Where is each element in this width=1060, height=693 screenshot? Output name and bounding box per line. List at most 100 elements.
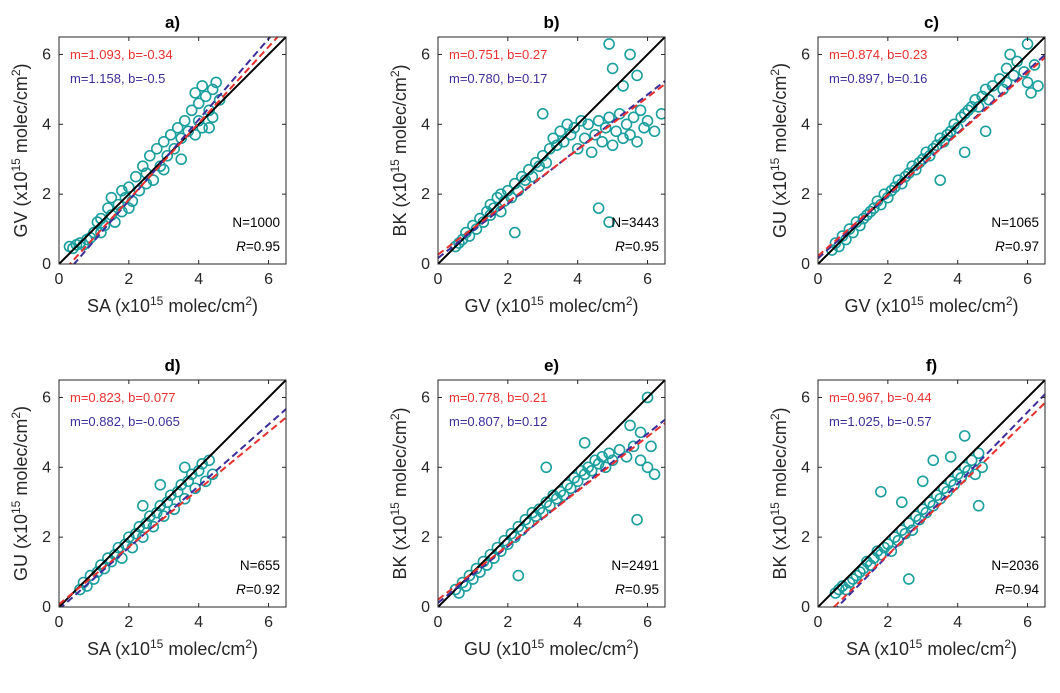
panel-d: 0 2 4 6 0 2 4 6 d) SA (x1015 molec/cm2) GU (x1015 …	[9, 356, 287, 659]
scatter-point	[168, 142, 181, 155]
scatter-point	[965, 101, 978, 113]
axes-box	[437, 379, 666, 608]
fit-line-red	[818, 56, 1045, 257]
scatter-point	[203, 104, 215, 117]
scatter-point	[592, 115, 605, 127]
scatter-point	[927, 454, 940, 467]
scatter-point	[133, 184, 146, 197]
scatter-point	[850, 569, 863, 582]
scatter-point	[557, 135, 570, 148]
scatter-point	[854, 566, 866, 578]
y-tick-label: 4	[801, 116, 810, 133]
scatter-point	[536, 149, 549, 162]
scatter-point	[589, 454, 601, 467]
scatter-point	[861, 209, 873, 221]
scatter-point	[889, 531, 901, 543]
scatter-point	[178, 461, 191, 474]
y-tick-label: 4	[42, 116, 51, 133]
x-axis-label: GV (x1015 molec/cm2)	[464, 294, 638, 316]
y-tick-label: 4	[421, 459, 430, 476]
scatter-point	[502, 538, 514, 550]
scatter-point	[1000, 76, 1013, 89]
scatter-point	[868, 552, 880, 564]
scatter-point	[578, 437, 591, 449]
scatter-point	[557, 489, 570, 502]
scatter-point	[116, 184, 128, 197]
scatter-point	[144, 149, 156, 162]
scatter-point	[606, 62, 619, 75]
scatter-point	[192, 464, 205, 477]
scatter-point	[878, 541, 891, 554]
n-label: N=1065	[991, 215, 1039, 230]
scatter-point	[624, 419, 636, 432]
scatter-point	[203, 122, 215, 134]
scatter-point	[592, 202, 605, 214]
scatter-point	[512, 569, 525, 582]
scatter-point	[641, 115, 654, 127]
panel-e: 0 2 4 6 0 2 4 6 e) GU (x1015 molec/cm2) BK (x1015 …	[388, 356, 666, 659]
scatter-point	[189, 128, 201, 141]
scatter-point	[885, 545, 898, 557]
scatter-point	[130, 170, 142, 183]
y-tick-label: 4	[42, 459, 51, 476]
scatter-point	[95, 212, 107, 225]
scatter-point	[543, 499, 556, 512]
scatter-point	[634, 104, 647, 117]
scatter-point	[189, 87, 201, 99]
scatter-point	[568, 471, 581, 484]
one-to-one-line	[818, 380, 1045, 607]
scatter-point	[561, 118, 574, 131]
one-to-one-line	[818, 37, 1045, 264]
x-axis-label: SA (x1015 molec/cm2)	[846, 637, 1017, 659]
scatter-point	[522, 163, 535, 176]
scatter-point	[596, 135, 608, 148]
scatter-point	[1007, 69, 1020, 82]
x-tick-label: 0	[814, 614, 823, 631]
scatter-point	[885, 184, 898, 197]
y-tick-label: 6	[421, 389, 430, 406]
scatter-point	[923, 149, 936, 162]
scatter-point	[105, 555, 118, 568]
y-tick-label: 0	[421, 599, 430, 616]
scatter-point	[606, 454, 619, 467]
scatter-point	[533, 503, 546, 516]
scatter-point	[505, 527, 518, 540]
scatter-point	[645, 440, 657, 453]
scatter-point	[491, 541, 504, 554]
panel-title: e)	[544, 356, 559, 375]
scatter-point	[613, 444, 626, 456]
scatter-point	[596, 451, 608, 463]
scatter-point	[154, 160, 167, 173]
x-tick-label: 6	[1023, 271, 1032, 288]
scatter-point	[168, 503, 181, 516]
r-label: R=0.95	[615, 239, 659, 254]
scatter-point	[631, 135, 643, 148]
scatter-point	[631, 513, 643, 526]
panel-title: f)	[926, 356, 937, 375]
panel-c: 0 2 4 6 0 2 4 6 c) GV (x1015 molec/cm2) GU (x1015 …	[768, 13, 1046, 316]
panel-title: a)	[165, 13, 180, 32]
scatter-point	[648, 468, 661, 481]
scatter-point	[944, 125, 957, 138]
n-label: N=2491	[611, 558, 659, 573]
scatter-point	[603, 216, 615, 228]
scatter-point	[976, 90, 988, 103]
x-tick-label: 4	[953, 614, 962, 631]
x-tick-label: 4	[194, 271, 203, 288]
y-axis-label: GU (x1015 molec/cm2)	[9, 406, 31, 581]
scatter-point	[98, 562, 111, 575]
panel-b: 0 2 4 6 0 2 4 6 b) GV (x1015 molec/cm2) BK (x1015 …	[388, 13, 666, 316]
scatter-point	[491, 191, 504, 204]
scatter-point	[937, 482, 950, 495]
scatter-point	[638, 122, 650, 134]
scatter-point	[599, 461, 612, 474]
scatter-point	[157, 135, 170, 148]
scatter-point	[634, 426, 647, 439]
fit-red-label: m=0.874, b=0.23	[829, 47, 927, 62]
scatter-point	[906, 524, 919, 536]
fit-line-red	[438, 422, 665, 601]
y-tick-label: 6	[801, 46, 810, 63]
scatter-point	[958, 108, 971, 120]
y-tick-label: 2	[42, 186, 51, 203]
scatter-point	[123, 531, 135, 543]
